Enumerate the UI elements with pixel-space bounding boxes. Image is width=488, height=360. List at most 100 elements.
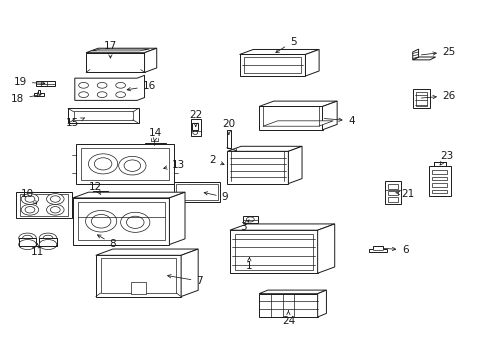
Polygon shape: [181, 249, 198, 297]
Text: 22: 22: [189, 111, 202, 126]
Ellipse shape: [88, 154, 118, 174]
Ellipse shape: [119, 156, 146, 175]
Text: 10: 10: [21, 189, 37, 204]
Bar: [431, 177, 447, 180]
Text: 5: 5: [275, 37, 296, 53]
Text: 6: 6: [383, 245, 408, 255]
Ellipse shape: [94, 158, 112, 170]
Polygon shape: [96, 249, 198, 255]
Polygon shape: [368, 246, 386, 252]
Bar: [415, 92, 427, 106]
Polygon shape: [305, 49, 319, 76]
Polygon shape: [73, 192, 184, 198]
Bar: [93, 191, 108, 199]
Polygon shape: [412, 89, 429, 108]
Ellipse shape: [21, 194, 39, 204]
Text: 26: 26: [421, 91, 455, 101]
Text: 16: 16: [127, 81, 156, 91]
Text: 25: 25: [421, 46, 455, 57]
Polygon shape: [75, 75, 144, 100]
Polygon shape: [227, 146, 302, 151]
Ellipse shape: [116, 82, 125, 88]
Polygon shape: [259, 107, 322, 130]
Text: 9: 9: [204, 192, 228, 202]
Polygon shape: [144, 143, 166, 145]
Ellipse shape: [39, 233, 57, 243]
Polygon shape: [131, 282, 145, 294]
Polygon shape: [263, 121, 332, 126]
Bar: [387, 184, 397, 189]
Ellipse shape: [124, 160, 141, 171]
Ellipse shape: [21, 204, 39, 215]
Ellipse shape: [96, 195, 99, 198]
Polygon shape: [239, 49, 319, 54]
Polygon shape: [86, 48, 157, 53]
Bar: [387, 197, 397, 202]
Bar: [431, 183, 447, 187]
Polygon shape: [76, 144, 173, 184]
Text: 17: 17: [103, 41, 117, 58]
Ellipse shape: [97, 82, 107, 88]
Polygon shape: [144, 48, 157, 72]
Polygon shape: [34, 90, 43, 96]
Polygon shape: [73, 198, 169, 244]
Bar: [244, 57, 300, 73]
Polygon shape: [81, 148, 168, 180]
Polygon shape: [19, 238, 36, 244]
Bar: [36, 81, 55, 86]
Text: 23: 23: [439, 151, 452, 165]
Bar: [431, 170, 447, 174]
Ellipse shape: [25, 207, 35, 213]
Polygon shape: [96, 255, 181, 297]
Polygon shape: [412, 57, 435, 60]
Bar: [243, 216, 257, 223]
Text: 18: 18: [11, 94, 41, 104]
Text: 4: 4: [324, 116, 354, 126]
Bar: [173, 182, 220, 202]
Ellipse shape: [121, 212, 150, 232]
Polygon shape: [39, 238, 57, 244]
Text: 19: 19: [14, 77, 45, 87]
Polygon shape: [412, 49, 418, 60]
Text: 12: 12: [89, 182, 102, 195]
Text: 2: 2: [209, 155, 224, 165]
Bar: [431, 190, 447, 193]
Ellipse shape: [192, 131, 197, 134]
Polygon shape: [169, 192, 184, 244]
Polygon shape: [229, 230, 317, 273]
Ellipse shape: [96, 193, 99, 195]
Ellipse shape: [116, 92, 125, 98]
Polygon shape: [239, 54, 305, 76]
Ellipse shape: [46, 194, 64, 204]
Ellipse shape: [126, 216, 144, 228]
Bar: [192, 123, 198, 130]
Polygon shape: [78, 202, 164, 240]
Polygon shape: [20, 194, 68, 216]
Polygon shape: [288, 146, 302, 184]
Ellipse shape: [102, 193, 104, 195]
Ellipse shape: [50, 207, 60, 213]
Polygon shape: [259, 294, 317, 317]
Bar: [176, 184, 217, 200]
Bar: [387, 191, 397, 195]
Polygon shape: [226, 130, 230, 148]
Text: 1: 1: [245, 258, 252, 271]
Ellipse shape: [79, 82, 88, 88]
Polygon shape: [16, 192, 72, 218]
Text: 20: 20: [222, 119, 235, 135]
Text: 7: 7: [167, 275, 203, 286]
Polygon shape: [234, 234, 312, 270]
Polygon shape: [101, 258, 176, 293]
Polygon shape: [227, 151, 288, 184]
Text: 15: 15: [66, 118, 84, 128]
Polygon shape: [229, 224, 334, 230]
Polygon shape: [428, 166, 450, 196]
Ellipse shape: [43, 235, 53, 241]
Polygon shape: [322, 101, 336, 130]
Ellipse shape: [25, 196, 35, 202]
Polygon shape: [86, 53, 144, 72]
Ellipse shape: [246, 217, 254, 222]
Polygon shape: [68, 108, 139, 123]
Bar: [190, 119, 200, 136]
Text: 8: 8: [97, 235, 116, 249]
